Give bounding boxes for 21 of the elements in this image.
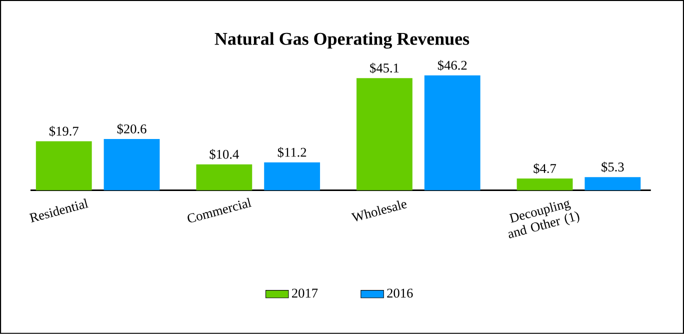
legend-label: 2016: [387, 288, 413, 298]
x-tick-label: Wholesale: [351, 200, 407, 222]
bar: [356, 78, 412, 190]
data-label: $10.4: [210, 149, 239, 160]
data-label: $5.3: [602, 162, 624, 172]
data-label: $4.7: [534, 163, 556, 174]
bar: [516, 178, 573, 190]
x-tick-label: Decoupling and Other (1): [508, 200, 580, 238]
legend-label: 2017: [292, 288, 318, 298]
bar: [36, 141, 92, 190]
data-label: $46.2: [438, 60, 467, 71]
data-label: $19.7: [49, 126, 78, 137]
data-label: $20.6: [117, 124, 146, 134]
data-label: $45.1: [370, 62, 399, 74]
bar: [196, 164, 252, 190]
bar: [584, 177, 641, 190]
bar: [264, 162, 320, 190]
bar: [424, 75, 480, 190]
data-label: $11.2: [278, 147, 306, 158]
bar: [104, 139, 160, 190]
chart-title: Natural Gas Operating Revenues: [214, 32, 470, 49]
